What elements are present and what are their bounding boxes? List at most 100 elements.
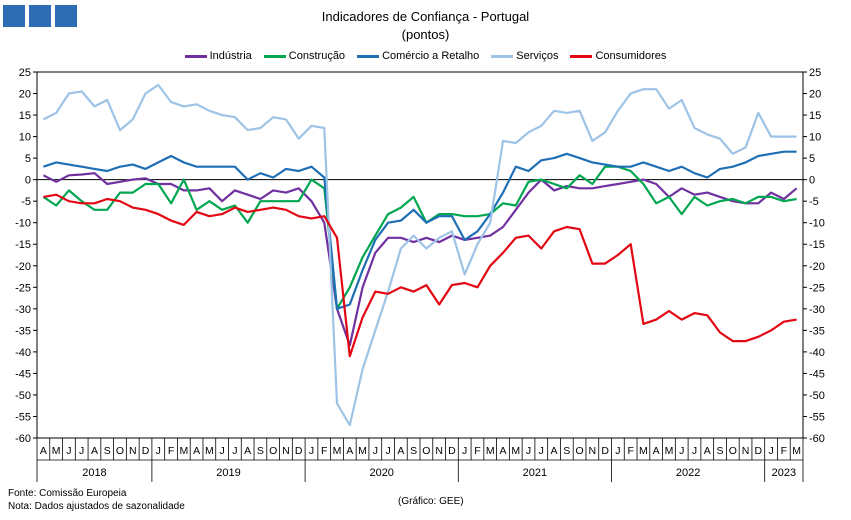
chart-legend: Indústria Construção Comércio a Retalho Ser… — [0, 50, 851, 62]
month-label: A — [551, 445, 558, 457]
month-label: M — [639, 445, 648, 457]
year-label: 2019 — [216, 467, 240, 479]
month-label: J — [526, 445, 531, 457]
month-label: J — [156, 445, 161, 457]
y-tick-label-right: -60 — [809, 433, 825, 445]
y-tick-label-left: -35 — [15, 325, 31, 337]
y-tick-label-right: -5 — [809, 196, 819, 208]
year-label: 2018 — [82, 467, 106, 479]
legend-label: Construção — [288, 50, 346, 62]
month-label: F — [627, 445, 633, 457]
y-tick-label-left: 25 — [19, 67, 31, 79]
y-tick-label-right: -35 — [809, 325, 825, 337]
y-tick-label-left: -25 — [15, 282, 31, 294]
y-tick-label-left: -30 — [15, 304, 31, 316]
y-tick-label-left: -5 — [21, 196, 31, 208]
month-label: S — [257, 445, 264, 457]
month-label: N — [282, 445, 290, 457]
month-label: D — [601, 445, 609, 457]
month-label: M — [333, 445, 342, 457]
adjustment-note: Nota: Dados ajustados de sazonalidade — [8, 501, 185, 512]
y-tick-label-left: 0 — [25, 175, 31, 187]
legend-label: Indústria — [209, 50, 252, 62]
month-label: A — [91, 445, 98, 457]
month-label: D — [142, 445, 150, 457]
month-label: A — [397, 445, 404, 457]
month-label: M — [179, 445, 188, 457]
month-label: A — [346, 445, 353, 457]
month-label: J — [79, 445, 84, 457]
chart-subtitle: (pontos) — [401, 27, 450, 42]
y-tick-label-right: 25 — [809, 67, 821, 79]
y-tick-label-left: -10 — [15, 218, 31, 230]
legend-item: Consumidores — [570, 50, 666, 62]
month-label: F — [321, 445, 327, 457]
month-label: O — [729, 445, 737, 457]
month-label: J — [615, 445, 620, 457]
month-label: S — [104, 445, 111, 457]
year-label: 2023 — [772, 467, 796, 479]
legend-item: Serviços — [491, 50, 558, 62]
month-label: S — [410, 445, 417, 457]
month-label: A — [499, 445, 506, 457]
month-label: J — [462, 445, 467, 457]
y-tick-label-left: 5 — [25, 153, 31, 165]
month-label: J — [692, 445, 697, 457]
y-tick-label-right: 20 — [809, 89, 821, 101]
y-tick-label-right: -20 — [809, 261, 825, 273]
month-label: N — [742, 445, 750, 457]
chart-title: Indicadores de Confiança - Portugal — [321, 9, 530, 24]
y-tick-label-left: -50 — [15, 390, 31, 402]
y-tick-label-left: 15 — [19, 110, 31, 122]
year-label: 2022 — [676, 467, 700, 479]
y-tick-label-right: 15 — [809, 110, 821, 122]
legend-swatch — [570, 54, 593, 58]
month-label: F — [781, 445, 787, 457]
month-label: M — [486, 445, 495, 457]
y-tick-label-left: 20 — [19, 89, 31, 101]
month-label: N — [435, 445, 443, 457]
plot-area-border — [36, 71, 804, 439]
series-line — [43, 193, 797, 358]
y-tick-label-left: -40 — [15, 347, 31, 359]
y-tick-label-left: -20 — [15, 261, 31, 273]
y-tick-label-right: -45 — [809, 368, 825, 380]
year-label: 2021 — [523, 467, 547, 479]
month-label: J — [232, 445, 237, 457]
month-label: O — [269, 445, 277, 457]
month-label: A — [704, 445, 711, 457]
y-tick-label-right: -30 — [809, 304, 825, 316]
legend-item: Indústria — [184, 50, 252, 62]
month-label: D — [295, 445, 303, 457]
month-label: J — [219, 445, 224, 457]
month-label: D — [755, 445, 763, 457]
legend-swatch — [357, 54, 380, 58]
legend-swatch — [491, 54, 514, 58]
y-tick-label-left: -55 — [15, 411, 31, 423]
y-tick-label-right: -25 — [809, 282, 825, 294]
y-tick-label-right: -40 — [809, 347, 825, 359]
logo-block-3 — [55, 5, 77, 27]
logo-block-1 — [3, 5, 25, 27]
legend-swatch — [263, 54, 286, 58]
series-line — [42, 83, 797, 427]
y-tick-label-right: 5 — [809, 153, 815, 165]
y-tick-label-left: 10 — [19, 132, 31, 144]
source-note: Fonte: Comissão Europeia — [8, 488, 127, 499]
month-label: J — [768, 445, 773, 457]
month-label: A — [193, 445, 200, 457]
y-tick-label-right: -15 — [809, 239, 825, 251]
y-tick-label-left: -45 — [15, 368, 31, 380]
chart-credit: (Gráfico: GEE) — [398, 496, 464, 507]
legend-item: Comércio a Retalho — [357, 50, 479, 62]
month-label: J — [309, 445, 314, 457]
series-line — [43, 150, 797, 310]
month-label: M — [665, 445, 674, 457]
month-label: A — [40, 445, 47, 457]
month-label: M — [792, 445, 801, 457]
y-tick-label-right: -10 — [809, 218, 825, 230]
month-label: M — [205, 445, 214, 457]
month-label: N — [129, 445, 137, 457]
month-label: D — [448, 445, 456, 457]
